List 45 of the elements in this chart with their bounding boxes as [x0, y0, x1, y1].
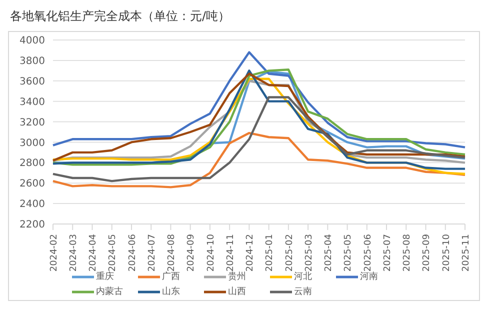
x-tick-label: 2025-06	[363, 234, 374, 272]
x-tick-label: 2024-07	[147, 234, 158, 272]
y-tick-label: 3600	[20, 76, 45, 88]
x-tick-label: 2024-06	[128, 234, 138, 272]
legend-label: 河北	[293, 271, 313, 283]
x-tick-label: 2025-07	[382, 234, 393, 272]
y-tick-label: 2200	[20, 220, 45, 231]
x-tick-label: 2025-01	[265, 234, 276, 272]
x-tick-label: 2024-11	[226, 234, 236, 272]
x-tick-label: 2025-08	[402, 234, 413, 272]
y-tick-label: 3200	[20, 117, 45, 128]
legend-label: 内蒙古	[95, 286, 124, 298]
x-tick-label: 2025-10	[442, 234, 452, 272]
legend-label: 山东	[161, 286, 181, 298]
legend-label: 河南	[359, 271, 379, 283]
chart-title: 各地氧化铝生产完全成本（单位：元/吨）	[10, 8, 232, 25]
x-tick-label: 2024-12	[246, 234, 256, 272]
line-series	[52, 132, 466, 188]
y-tick-label: 2800	[20, 158, 45, 170]
x-tick-label: 2024-03	[69, 234, 80, 272]
legend-label: 贵州	[227, 271, 247, 283]
line-series	[52, 51, 466, 148]
y-tick-label: 3400	[20, 96, 45, 108]
x-tick-label: 2025-09	[422, 234, 432, 272]
x-tick-label: 2024-10	[206, 234, 216, 272]
legend-label: 广西	[161, 271, 181, 283]
x-tick-label: 2024-08	[167, 234, 178, 272]
x-tick-label: 2024-05	[108, 234, 118, 272]
legend-label: 重庆	[95, 271, 115, 283]
x-tick-label: 2025-05	[344, 234, 354, 272]
y-tick-label: 2600	[20, 178, 45, 190]
y-tick-label: 3000	[20, 138, 45, 149]
x-tick-label: 2025-02	[284, 234, 295, 272]
legend-label: 山西	[227, 286, 247, 298]
x-tick-label: 2024-02	[49, 234, 60, 272]
x-tick-label: 2024-09	[186, 234, 197, 272]
x-tick-label: 2025-03	[304, 234, 314, 272]
x-tick-label: 2024-04	[88, 234, 99, 272]
line-series	[52, 96, 466, 182]
y-tick-label: 2400	[20, 199, 45, 210]
x-tick-label: 2025-11	[461, 234, 472, 272]
y-tick-label: 3800	[20, 56, 45, 67]
x-tick-label: 2025-04	[324, 234, 334, 272]
y-tick-label: 4000	[20, 36, 45, 47]
legend-label: 云南	[293, 286, 313, 298]
